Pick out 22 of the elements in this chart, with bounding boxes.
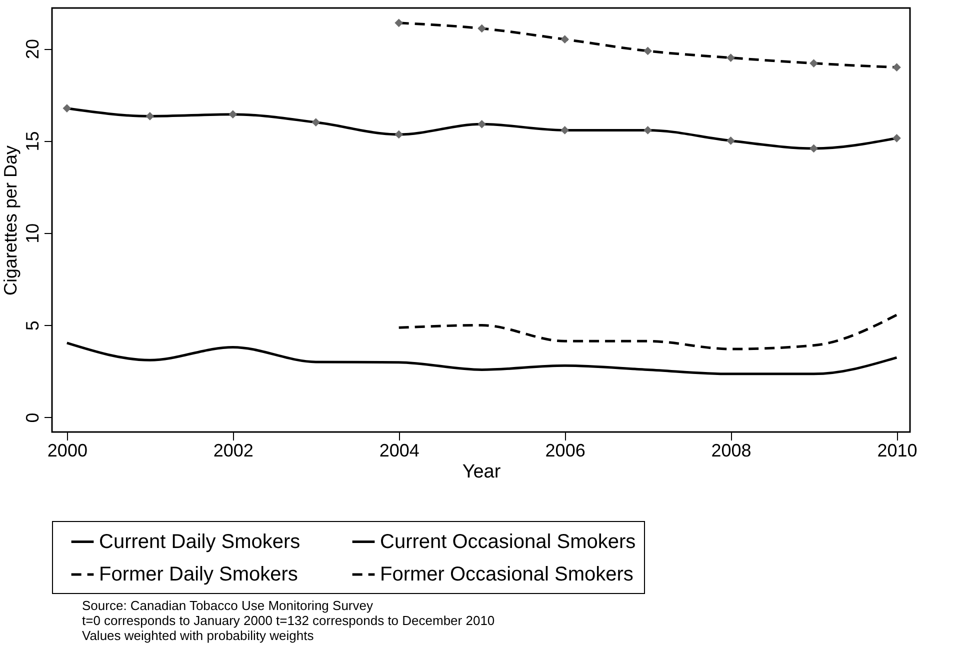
- y-tick-label: 20: [22, 39, 42, 60]
- x-tick-label: 2000: [47, 440, 88, 460]
- x-tick-label: 2004: [379, 440, 420, 460]
- y-tick-label: 10: [22, 223, 42, 244]
- line-series: [398, 314, 898, 350]
- legend-label: Current Daily Smokers: [99, 530, 300, 553]
- line-series: [66, 342, 898, 376]
- x-axis-title: Year: [462, 462, 502, 482]
- y-axis-title: Cigarettes per Day: [0, 145, 20, 296]
- x-tick-label: 2008: [711, 440, 752, 460]
- text: t=0 corresponds to January 2000 t=132 corresponds to December 2010: [82, 613, 496, 628]
- y-tick-label: 0: [22, 412, 42, 423]
- source-note: Source: Canadian Tobacco Use Monitoring Survey: [82, 598, 374, 613]
- legend-label: Current Occasional Smokers: [380, 530, 636, 553]
- legend-label: Former Occasional Smokers: [380, 564, 634, 586]
- text: Values weighted with probability weights: [82, 628, 315, 643]
- x-tick-label: 2006: [545, 440, 586, 460]
- legend-label: Former Daily Smokers: [99, 564, 298, 586]
- x-tick-label: 2010: [877, 440, 918, 460]
- y-tick-label: 15: [22, 131, 42, 152]
- x-tick-label: 2002: [213, 440, 254, 460]
- y-tick-label: 5: [22, 320, 42, 331]
